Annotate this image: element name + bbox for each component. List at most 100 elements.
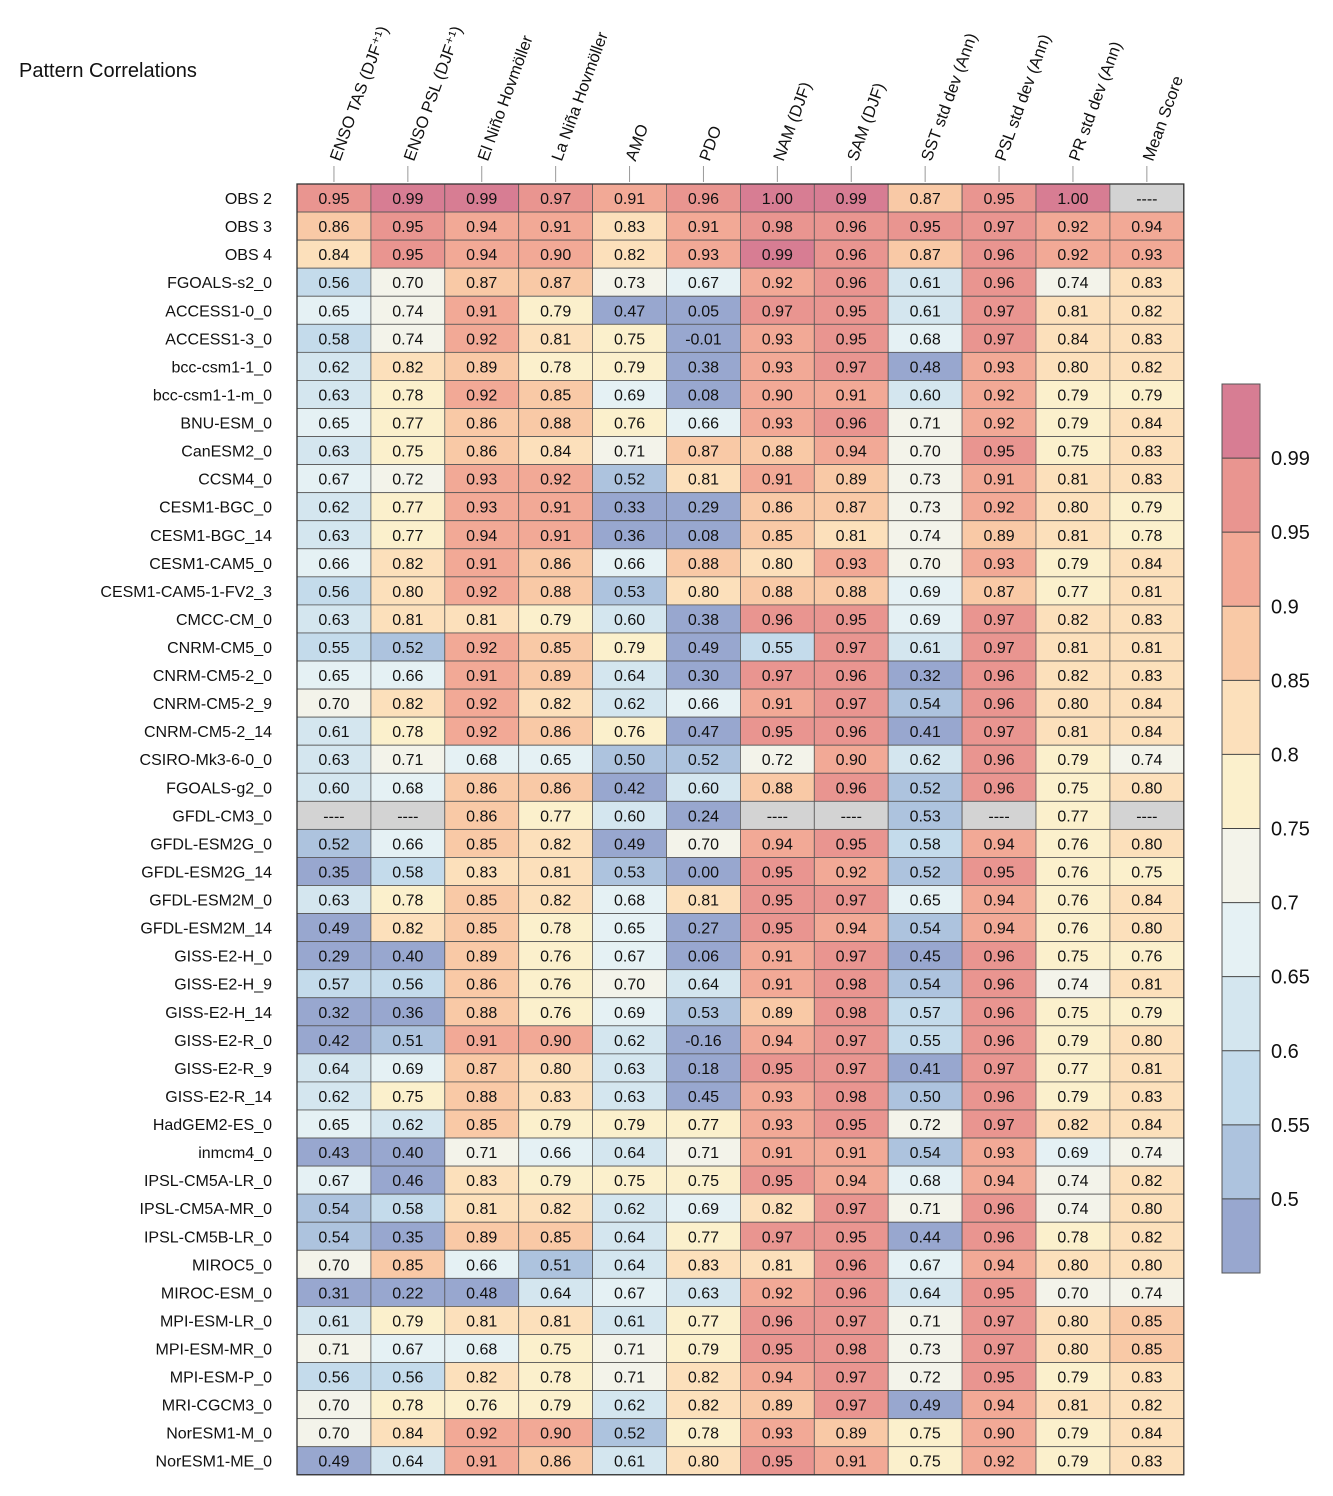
cell-value: 0.86	[466, 808, 497, 825]
heatmap-cell	[444, 828, 520, 858]
cell-value: 0.81	[540, 1313, 571, 1330]
cell-value: 0.76	[1131, 949, 1162, 966]
colorbar-tick-label: 0.85	[1271, 670, 1310, 692]
cell-value: ----	[767, 808, 788, 825]
cell-value: 0.78	[1057, 1229, 1088, 1246]
heatmap-cell	[296, 1193, 372, 1223]
cell-value: 0.97	[983, 1061, 1014, 1078]
heatmap-cell	[887, 604, 963, 634]
heatmap-cell	[592, 1053, 667, 1083]
heatmap-cells: 0.95 0.99 0.99 0.97 0.91 0.96 1.00 0.99 0.87 0.95…	[296, 183, 1185, 1476]
heatmap-cell	[518, 1137, 594, 1167]
heatmap-cell	[961, 380, 1037, 409]
heatmap-cell	[296, 744, 372, 774]
cell-value: 0.63	[318, 528, 349, 545]
cell-value: 0.90	[983, 1426, 1014, 1443]
row-labels: OBS 2 OBS 3 OBS 4 FGOALS-s2_0 ACCESS1-0_0 ACC…	[100, 191, 272, 1471]
cell-value: 0.61	[614, 1454, 645, 1471]
cell-value: 0.31	[318, 1285, 349, 1302]
cell-value: 0.92	[983, 416, 1014, 433]
heatmap-cell	[444, 744, 520, 774]
heatmap-cell	[370, 211, 446, 241]
cell-value: 0.69	[1057, 1145, 1088, 1162]
row-label: MIROC-ESM_0	[161, 1285, 272, 1302]
cell-value: 0.66	[688, 416, 719, 433]
heatmap-cell	[592, 1334, 667, 1363]
row-label: GISS-E2-H_14	[165, 1005, 272, 1022]
heatmap-cell	[666, 716, 741, 746]
row-label: ACCESS1-0_0	[165, 303, 272, 320]
cell-value: 0.96	[983, 1033, 1014, 1050]
heatmap-cell	[518, 267, 594, 297]
heatmap-cell	[1109, 688, 1185, 718]
heatmap-cell	[1109, 744, 1185, 774]
row-label: IPSL-CM5A-LR_0	[144, 1173, 272, 1190]
heatmap-cell	[370, 1418, 446, 1448]
cell-value: 0.96	[983, 1201, 1014, 1218]
heatmap-cell	[1035, 183, 1111, 213]
cell-value: 0.84	[1131, 696, 1162, 713]
cell-value: 0.52	[392, 640, 423, 657]
cell-value: 0.58	[392, 1201, 423, 1218]
cell-value: 0.90	[762, 387, 793, 404]
heatmap-cell	[961, 351, 1037, 381]
cell-value: 0.80	[1131, 1033, 1162, 1050]
cell-value: 0.75	[1131, 864, 1162, 881]
heatmap-cell	[1035, 744, 1111, 774]
heatmap-cell	[444, 1306, 520, 1335]
cell-value: 0.96	[983, 780, 1014, 797]
cell-value: 0.89	[983, 528, 1014, 545]
cell-value: 0.96	[836, 780, 867, 797]
heatmap-cell	[444, 997, 520, 1027]
heatmap-cell	[887, 744, 963, 774]
heatmap-cell	[592, 688, 667, 718]
cell-value: 0.56	[318, 584, 349, 601]
heatmap-cell	[887, 323, 963, 353]
heatmap-cell	[1109, 1137, 1185, 1167]
cell-value: 0.97	[836, 1033, 867, 1050]
cell-value: 0.94	[466, 247, 497, 264]
cell-value: 0.77	[1057, 1061, 1088, 1078]
cell-value: 0.88	[466, 1005, 497, 1022]
heatmap-cell	[813, 211, 889, 241]
cell-value: 0.82	[392, 359, 423, 376]
cell-value: 0.85	[540, 387, 571, 404]
colorbar-segment	[1222, 606, 1260, 681]
column-header: PSL std dev (Ann)	[992, 32, 1055, 163]
heatmap-cell	[1035, 604, 1111, 634]
cell-value: 0.40	[392, 1145, 423, 1162]
heatmap-cell	[1109, 267, 1185, 297]
cell-value: 0.53	[910, 808, 941, 825]
cell-value: 0.81	[466, 1201, 497, 1218]
heatmap-cell	[666, 1418, 741, 1448]
cell-value: 0.85	[540, 1229, 571, 1246]
cell-value: 0.83	[466, 1173, 497, 1190]
cell-value: 0.45	[910, 949, 941, 966]
cell-value: 0.67	[910, 1257, 941, 1274]
heatmap-cell	[518, 716, 594, 746]
heatmap-cell	[518, 772, 594, 802]
heatmap-cell	[370, 1390, 446, 1420]
heatmap-cell	[887, 660, 963, 690]
heatmap-cell	[813, 1306, 889, 1335]
cell-value: 0.64	[318, 1061, 349, 1078]
cell-value: 0.73	[614, 275, 645, 292]
cell-value: 0.81	[392, 612, 423, 629]
heatmap-cell	[1109, 969, 1185, 999]
cell-value: 0.98	[836, 1089, 867, 1106]
cell-value: 0.76	[466, 1398, 497, 1415]
heatmap-cell	[1109, 1221, 1185, 1251]
cell-value: 0.79	[1057, 752, 1088, 769]
heatmap-cell	[740, 183, 815, 213]
heatmap-cell	[296, 1306, 372, 1335]
cell-value: 0.76	[540, 949, 571, 966]
heatmap-cell	[592, 1025, 667, 1055]
cell-value: 0.82	[1057, 1117, 1088, 1134]
cell-value: 0.58	[318, 331, 349, 348]
cell-value: 0.71	[392, 752, 423, 769]
heatmap-cell	[370, 744, 446, 774]
heatmap-cell	[370, 1362, 446, 1391]
cell-value: 0.61	[910, 640, 941, 657]
cell-value: 0.64	[540, 1285, 571, 1302]
cell-value: 0.29	[688, 500, 719, 517]
